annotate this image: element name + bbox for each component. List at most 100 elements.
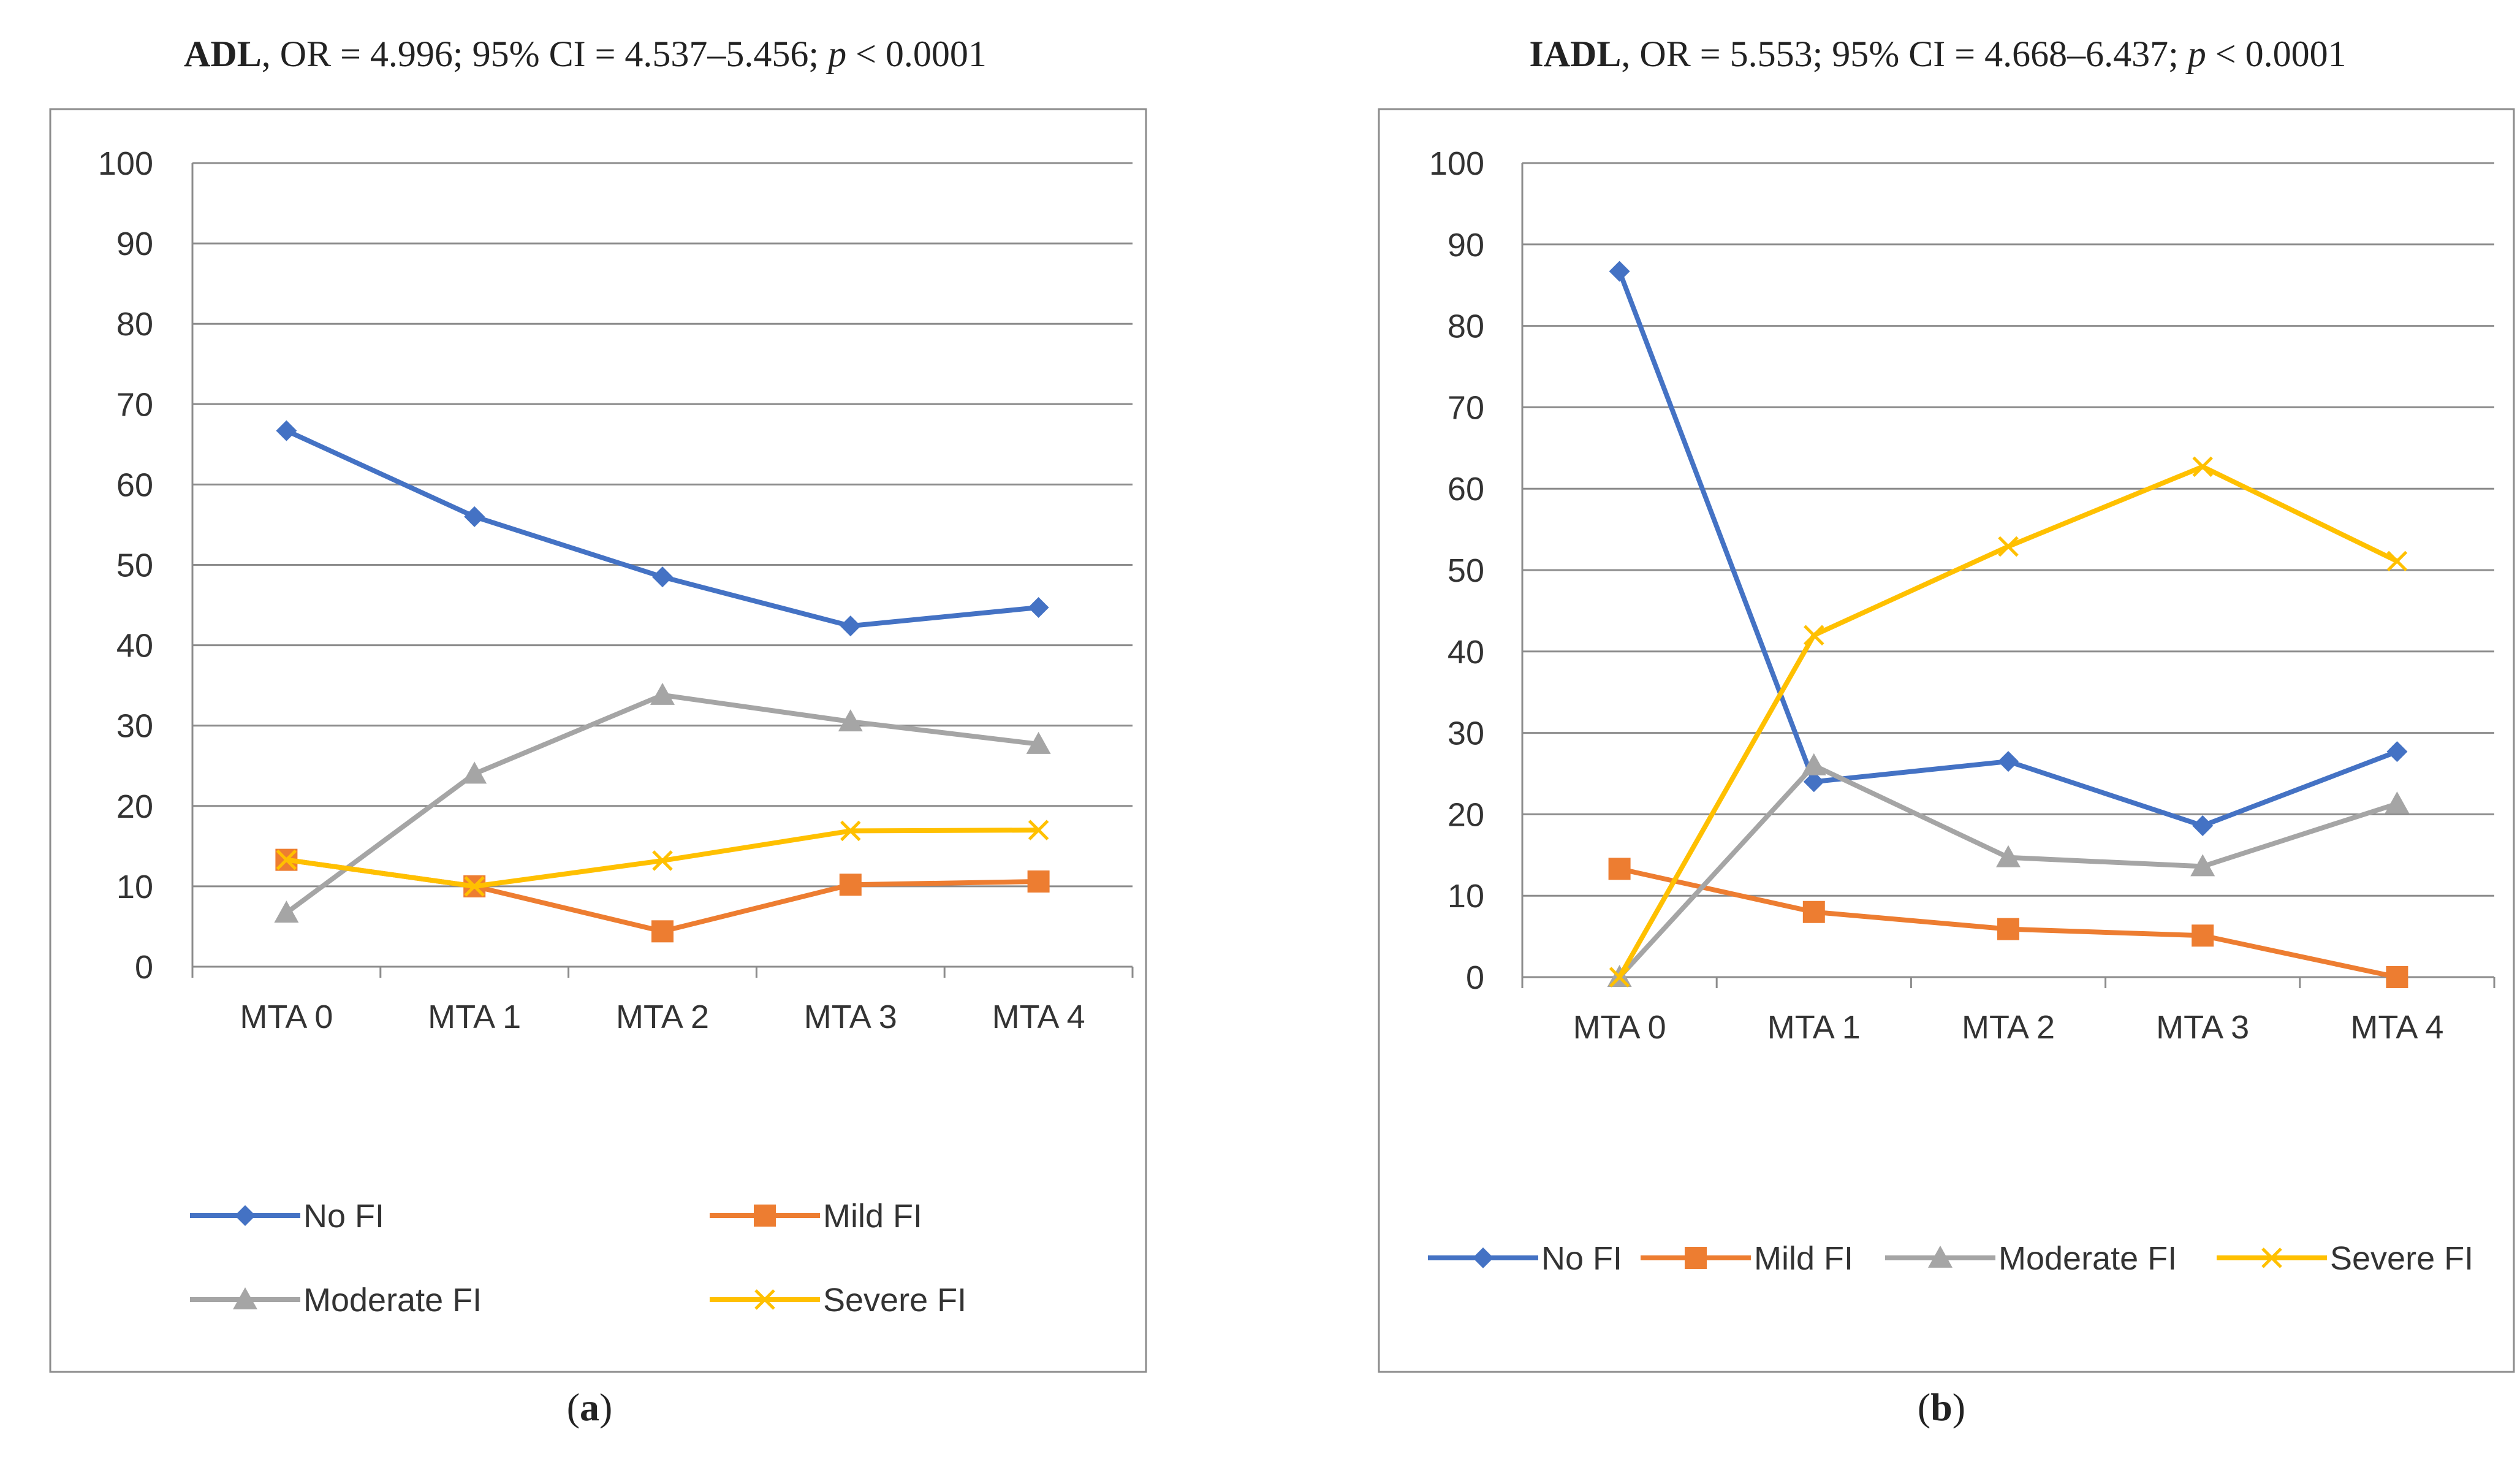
title-b-p-value: < 0.0001 xyxy=(2206,34,2347,74)
title-a-stats: , OR = 4.996; 95% CI = 4.537–5.456; xyxy=(262,34,828,74)
data-point-no-fi xyxy=(2386,741,2408,763)
panel-a: ADL, OR = 4.996; 95% CI = 4.537–5.456; p… xyxy=(49,34,1147,1429)
legend-marker-severe-fi xyxy=(754,1289,775,1310)
legend-marker-no-fi xyxy=(235,1205,256,1226)
y-tick-label: 60 xyxy=(116,466,153,503)
y-tick-label: 20 xyxy=(116,788,153,825)
legend-label-no-fi: No FI xyxy=(1541,1240,1622,1277)
title-a-p-value: < 0.0001 xyxy=(846,34,987,74)
x-tick-label: MTA 3 xyxy=(2156,1009,2249,1046)
y-tick-label: 100 xyxy=(1429,145,1484,182)
legend-label-mild-fi: Mild FI xyxy=(823,1198,922,1235)
x-tick-label: MTA 2 xyxy=(616,999,709,1035)
plot-area-a: 0 10 20 30 40 50 60 70 80 90 100 MTA 0 MTA 1 MTA 2 MTA… xyxy=(98,145,1134,1035)
x-tick-label: MTA 1 xyxy=(1767,1009,1861,1046)
chart-frame-a xyxy=(49,108,1147,1373)
title-b-stats: , OR = 5.553; 95% CI = 4.668–6.437; xyxy=(1621,34,2187,74)
data-point-moderate-fi xyxy=(462,761,487,784)
y-tick-label: 40 xyxy=(1448,634,1484,671)
data-point-mild-fi xyxy=(1802,900,1825,923)
title-b-p-symbol: p xyxy=(2185,34,2206,74)
y-tick-label: 60 xyxy=(1448,471,1484,508)
data-point-moderate-fi xyxy=(1801,753,1826,775)
y-tick-label: 70 xyxy=(116,386,153,423)
data-point-severe-fi xyxy=(2192,456,2213,478)
y-tick-label: 100 xyxy=(98,145,153,182)
data-point-no-fi xyxy=(840,615,861,637)
data-point-severe-fi xyxy=(652,850,673,871)
data-point-severe-fi xyxy=(840,820,861,842)
data-point-moderate-fi xyxy=(2385,791,2410,814)
x-tick-label: MTA 0 xyxy=(240,999,333,1035)
data-point-moderate-fi xyxy=(274,900,299,923)
data-point-no-fi xyxy=(1609,261,1630,282)
data-point-mild-fi xyxy=(1027,870,1050,893)
y-tick-label: 0 xyxy=(1466,959,1484,996)
y-tick-label: 0 xyxy=(135,949,153,986)
title-a: ADL, OR = 4.996; 95% CI = 4.537–5.456; p… xyxy=(184,34,987,74)
data-point-moderate-fi xyxy=(650,682,675,705)
title-a-p-symbol: p xyxy=(825,34,846,74)
legend-marker-no-fi xyxy=(1473,1247,1493,1268)
y-tick-label: 70 xyxy=(1448,389,1484,426)
data-point-severe-fi xyxy=(1028,820,1049,840)
y-tick-label: 30 xyxy=(116,708,153,745)
data-point-moderate-fi xyxy=(2190,854,2215,877)
series-line-moderate-fi xyxy=(284,692,1041,916)
y-tick-label: 40 xyxy=(116,628,153,664)
x-tick-label: MTA 0 xyxy=(1573,1009,1666,1046)
series-line-severe-fi xyxy=(1617,464,2400,980)
data-point-severe-fi xyxy=(2386,550,2408,572)
plot-area-b: 0 10 20 30 40 50 60 70 80 90 100 MTA 0 MTA 1 MTA 2 MTA… xyxy=(1429,145,2495,1046)
data-point-mild-fi xyxy=(651,920,674,943)
title-a-measure: ADL xyxy=(184,34,262,74)
data-point-mild-fi xyxy=(839,874,862,896)
data-point-no-fi xyxy=(2192,815,2214,836)
data-point-no-fi xyxy=(1998,751,2019,772)
legend-label-moderate-fi: Moderate FI xyxy=(303,1282,482,1319)
x-tick-label: MTA 3 xyxy=(804,999,897,1035)
series-line-severe-fi xyxy=(284,828,1041,889)
panel-b: IADL, OR = 5.553; 95% CI = 4.668–6.437; … xyxy=(1378,34,2515,1429)
x-tick-label: MTA 4 xyxy=(2350,1009,2443,1046)
data-point-moderate-fi xyxy=(1026,731,1051,754)
data-point-severe-fi xyxy=(1609,967,1630,988)
data-point-severe-fi xyxy=(464,876,485,897)
data-point-mild-fi xyxy=(1997,918,2019,940)
y-tick-label: 10 xyxy=(1448,878,1484,915)
y-tick-label: 50 xyxy=(1448,552,1484,589)
y-tick-label: 90 xyxy=(1448,227,1484,264)
y-tick-label: 80 xyxy=(1448,308,1484,345)
panel-label-a: (a) xyxy=(567,1385,613,1429)
data-point-severe-fi xyxy=(276,849,297,870)
legend-marker-moderate-fi xyxy=(1928,1246,1953,1268)
legend-label-mild-fi: Mild FI xyxy=(1754,1240,1853,1277)
data-point-mild-fi xyxy=(2192,924,2214,947)
data-point-moderate-fi xyxy=(1996,845,2021,867)
data-point-moderate-fi xyxy=(838,709,863,732)
series-line-no-fi xyxy=(284,428,1041,629)
legend-marker-severe-fi xyxy=(2261,1247,2282,1268)
legend-marker-moderate-fi xyxy=(233,1287,257,1309)
data-point-no-fi xyxy=(276,420,297,441)
data-point-mild-fi xyxy=(1608,858,1631,880)
legend-label-severe-fi: Severe FI xyxy=(823,1282,966,1319)
x-tick-label: MTA 1 xyxy=(428,999,521,1035)
y-tick-label: 90 xyxy=(116,226,153,262)
data-point-no-fi xyxy=(464,506,485,527)
legend-b: No FI Mild FI Moderate FI Severe FI xyxy=(1428,1240,2473,1277)
y-tick-label: 30 xyxy=(1448,715,1484,752)
y-tick-label: 80 xyxy=(116,306,153,343)
data-point-mild-fi xyxy=(2386,966,2408,988)
title-b: IADL, OR = 5.553; 95% CI = 4.668–6.437; … xyxy=(1529,34,2346,74)
panel-label-b: (b) xyxy=(1918,1385,1965,1429)
data-point-no-fi xyxy=(1803,771,1824,793)
x-tick-label: MTA 4 xyxy=(992,999,1085,1035)
data-point-no-fi xyxy=(652,566,673,588)
y-tick-label: 50 xyxy=(116,547,153,584)
legend-label-no-fi: No FI xyxy=(303,1198,384,1235)
y-tick-label: 20 xyxy=(1448,796,1484,833)
chart-frame-b xyxy=(1378,108,2515,1373)
x-tick-label: MTA 2 xyxy=(1962,1009,2055,1046)
